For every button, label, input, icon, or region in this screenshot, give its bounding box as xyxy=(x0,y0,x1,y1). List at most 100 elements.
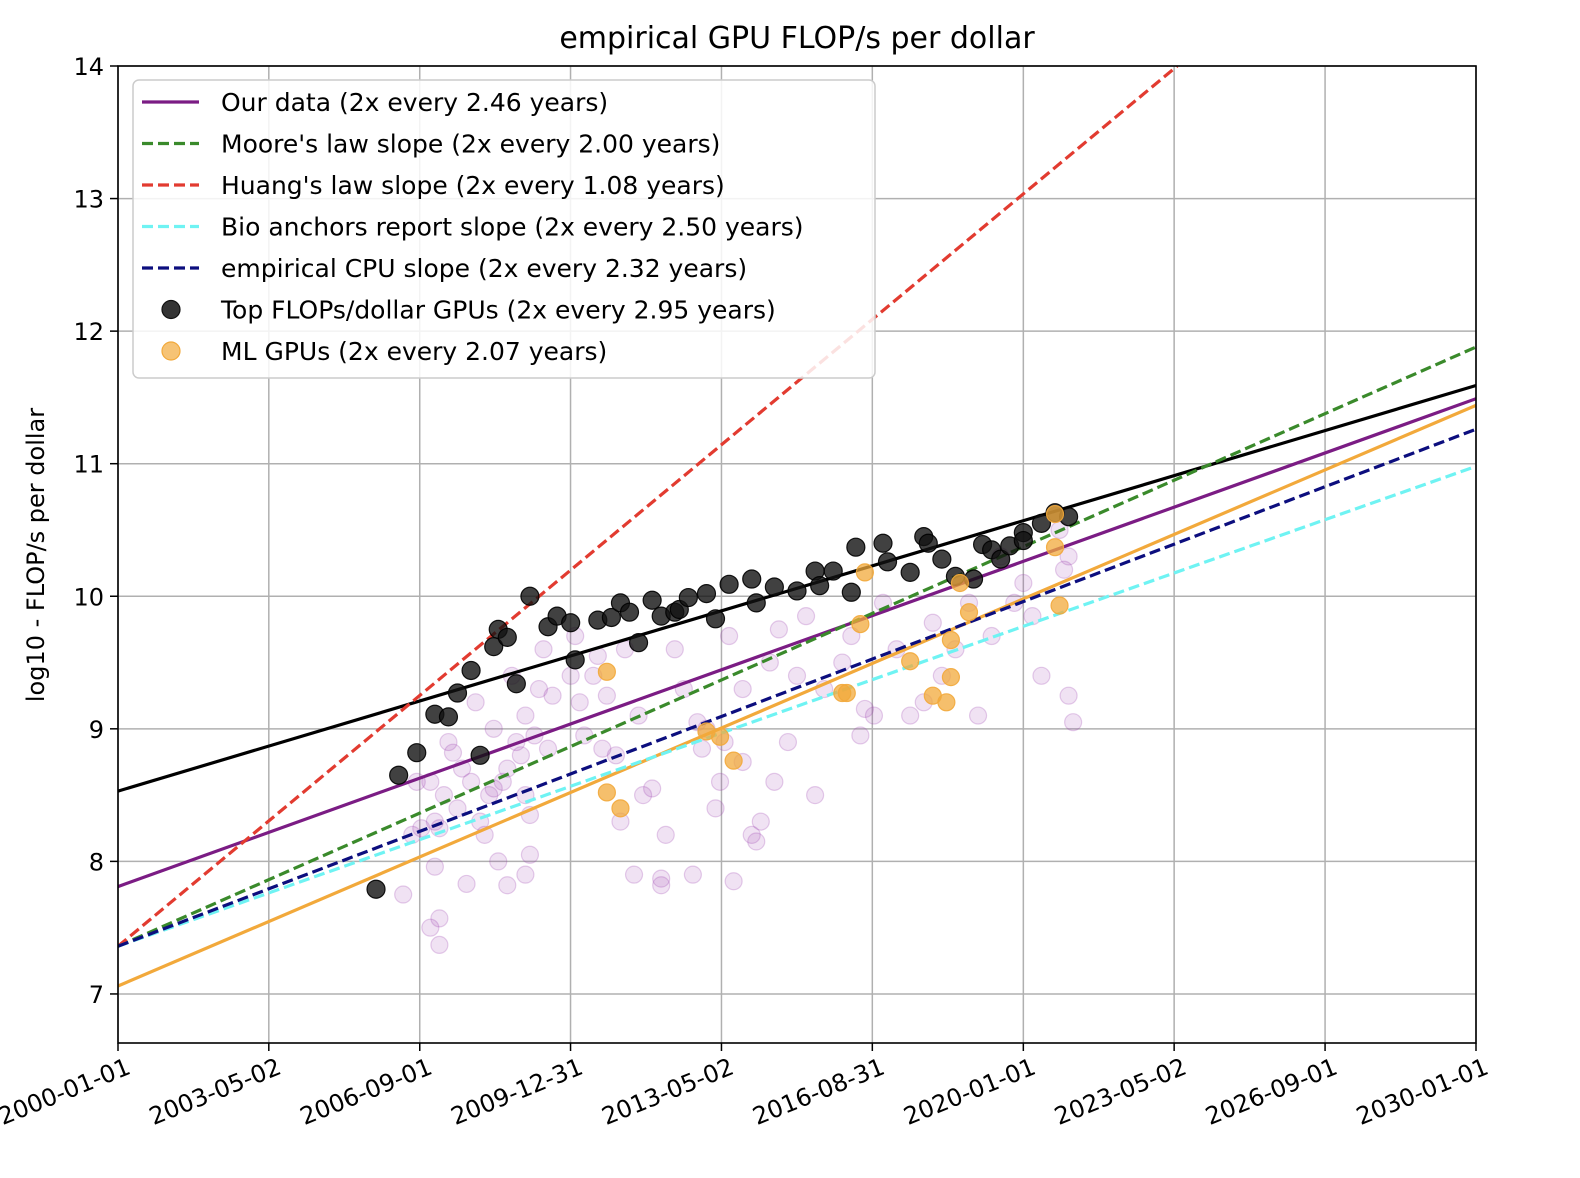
data-point xyxy=(489,852,508,871)
x-tick-label: 2023-05-02 xyxy=(1051,1053,1191,1131)
legend-label: empirical CPU slope (2x every 2.32 years… xyxy=(221,254,747,283)
y-tick-label: 13 xyxy=(73,186,104,214)
plot-frame xyxy=(117,65,1477,1044)
data-point xyxy=(516,865,535,884)
data-point xyxy=(787,581,807,601)
data-point xyxy=(561,666,580,685)
data-point xyxy=(1059,547,1078,566)
data-point xyxy=(407,743,427,763)
data-point xyxy=(851,614,870,634)
data-point xyxy=(1014,573,1033,593)
data-point xyxy=(366,879,386,899)
data-point xyxy=(511,746,530,765)
legend-label: ML GPUs (2x every 2.07 years) xyxy=(221,337,607,366)
data-point xyxy=(810,576,830,596)
data-point xyxy=(593,739,612,758)
legend-label: Huang's law slope (2x every 1.08 years) xyxy=(221,171,725,200)
data-point xyxy=(932,549,952,569)
data-point xyxy=(425,812,444,831)
trend-line xyxy=(118,403,1476,988)
data-point xyxy=(570,693,589,712)
data-point xyxy=(529,679,549,699)
data-point xyxy=(719,574,739,594)
data-point xyxy=(683,865,702,884)
x-tick-label: 2003-05-02 xyxy=(145,1053,285,1131)
data-point xyxy=(656,825,675,844)
data-point xyxy=(1032,666,1051,685)
data-point xyxy=(389,765,409,785)
data-point xyxy=(900,562,920,582)
data-point xyxy=(425,857,444,876)
data-point xyxy=(864,706,884,725)
data-point xyxy=(724,872,743,891)
data-point xyxy=(746,593,766,613)
y-axis-label: log10 - FLOP/s per dollar xyxy=(22,408,50,702)
data-point xyxy=(448,799,467,818)
data-point xyxy=(1059,686,1078,705)
x-axis: 2000-01-01 2003-05-02 2006-09-01 2009-12-31… xyxy=(0,1043,1492,1131)
data-point xyxy=(706,799,725,818)
data-point xyxy=(652,876,671,895)
ml-gpus-scatter xyxy=(597,504,1069,818)
data-point xyxy=(705,609,726,629)
data-point xyxy=(628,633,649,653)
data-point xyxy=(597,662,616,681)
data-point xyxy=(430,909,449,928)
trend-line xyxy=(118,427,1476,948)
data-point xyxy=(923,613,942,632)
data-point xyxy=(561,613,581,633)
data-point xyxy=(516,706,535,725)
data-point xyxy=(696,584,717,604)
x-tick-label: 2020-01-01 xyxy=(900,1053,1040,1131)
data-point xyxy=(597,686,616,705)
y-tick-label: 8 xyxy=(89,848,104,876)
data-point xyxy=(769,620,788,639)
data-point xyxy=(778,732,798,752)
data-point xyxy=(601,607,622,628)
data-point xyxy=(941,668,961,687)
data-point xyxy=(950,573,970,593)
y-tick-label: 14 xyxy=(73,53,104,81)
data-point xyxy=(665,640,684,659)
data-point xyxy=(787,666,807,685)
chart-title: empirical GPU FLOP/s per dollar xyxy=(559,21,1035,56)
data-point xyxy=(765,772,784,791)
data-point xyxy=(991,549,1011,569)
legend-label: Top FLOPs/dollar GPUs (2x every 2.95 yea… xyxy=(220,296,776,325)
data-point xyxy=(611,799,630,818)
data-point xyxy=(439,732,458,752)
y-tick-label: 11 xyxy=(73,451,104,479)
data-point xyxy=(796,607,816,626)
trend-line xyxy=(118,464,1476,948)
data-point xyxy=(877,552,898,572)
legend-label: Our data (2x every 2.46 years) xyxy=(221,88,608,117)
data-point xyxy=(484,719,503,738)
data-point xyxy=(447,683,468,703)
data-point xyxy=(438,707,459,727)
data-point xyxy=(430,935,449,955)
data-point xyxy=(747,832,766,851)
data-point xyxy=(466,693,485,712)
data-point xyxy=(457,874,476,894)
y-tick-label: 12 xyxy=(73,318,104,346)
trend-line xyxy=(118,345,1476,948)
legend: Our data (2x every 2.46 years) Moore's la… xyxy=(132,79,876,379)
data-point xyxy=(751,812,770,831)
data-point xyxy=(543,686,562,705)
y-tick-label: 10 xyxy=(73,583,104,611)
data-point xyxy=(764,577,784,597)
data-point xyxy=(1054,560,1074,579)
data-point xyxy=(733,679,752,699)
data-point xyxy=(841,582,861,602)
data-point xyxy=(1064,713,1083,732)
data-point xyxy=(901,652,920,671)
x-tick-label: 2009-12-31 xyxy=(447,1053,587,1131)
legend-box xyxy=(132,79,876,379)
data-point xyxy=(1050,596,1069,615)
data-point xyxy=(643,779,662,798)
legend-label: Moore's law slope (2x every 2.00 years) xyxy=(221,130,720,159)
data-point xyxy=(461,660,481,681)
data-point xyxy=(597,783,616,802)
data-point xyxy=(692,739,712,758)
data-point xyxy=(534,640,553,659)
